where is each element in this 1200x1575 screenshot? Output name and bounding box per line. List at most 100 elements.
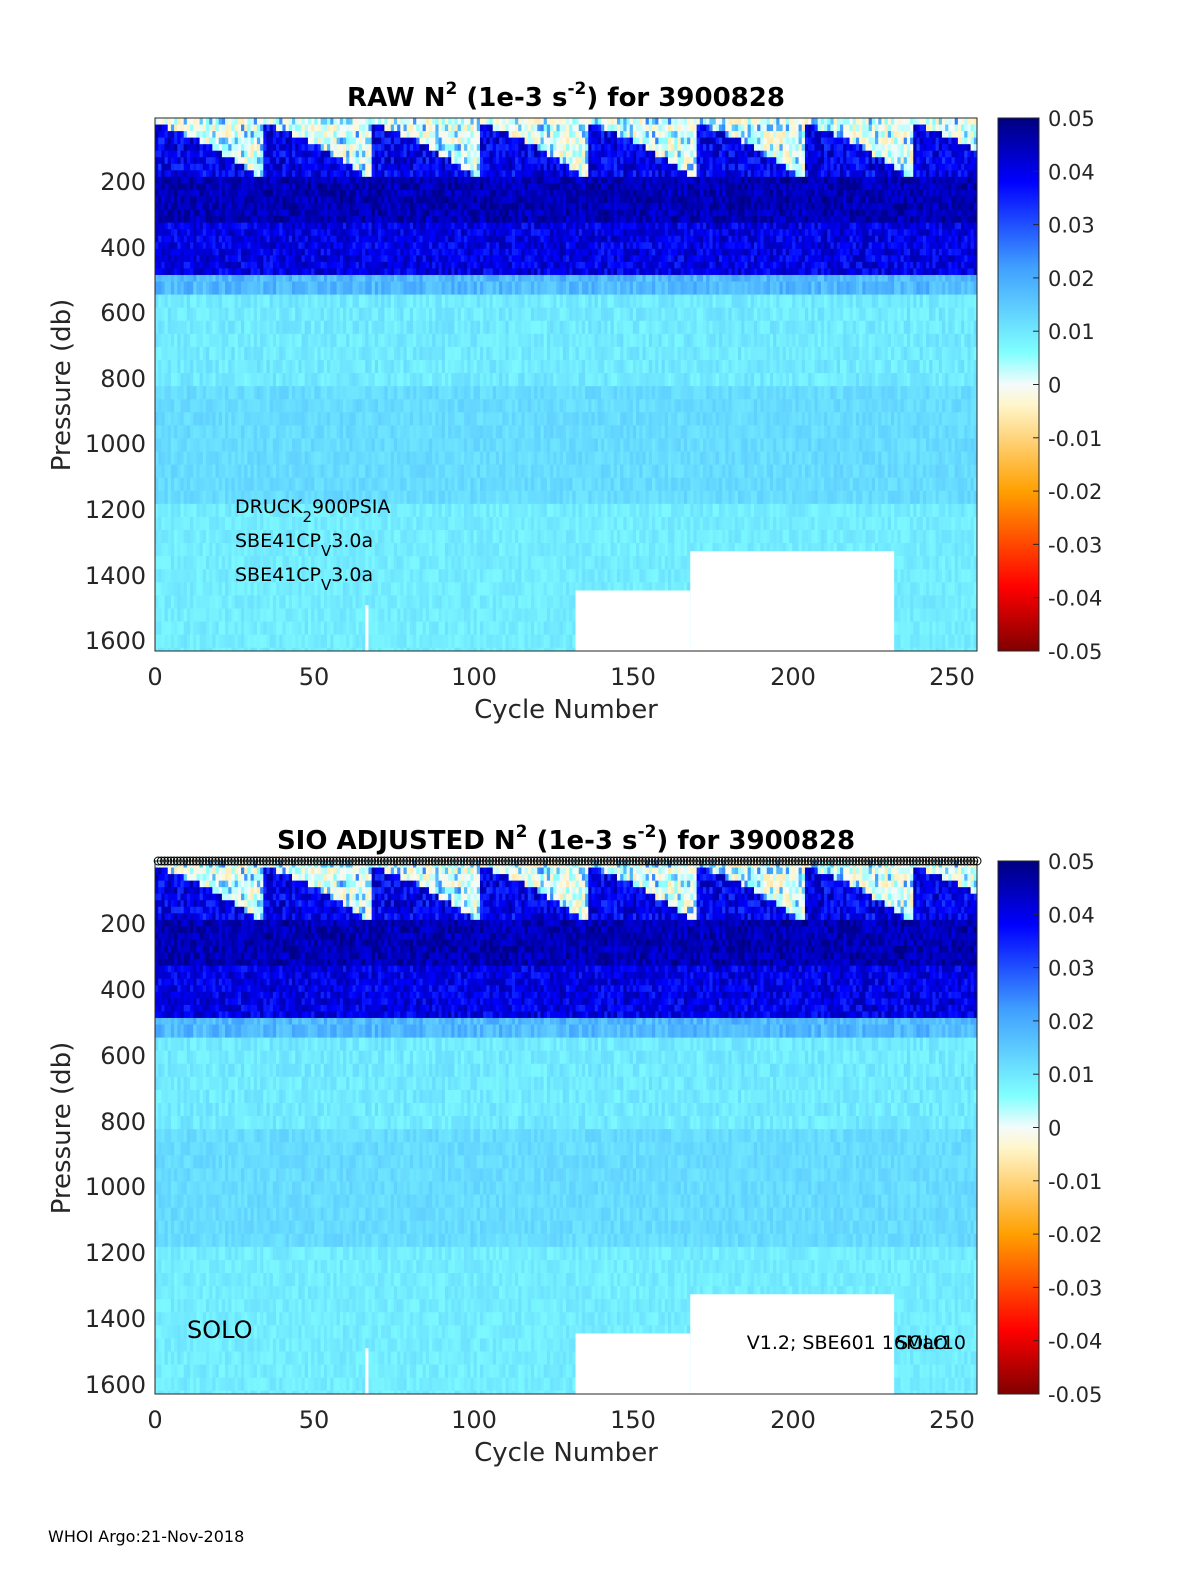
heatmap-cell xyxy=(225,131,229,138)
heatmap-cell xyxy=(168,295,172,309)
heatmap-cell xyxy=(209,517,213,531)
heatmap-cell xyxy=(333,216,337,223)
heatmap-cell xyxy=(177,138,181,145)
heatmap-cell xyxy=(305,170,309,177)
heatmap-cell xyxy=(407,177,411,184)
heatmap-cell xyxy=(174,412,178,426)
heatmap-cell xyxy=(419,478,423,492)
heatmap-cell xyxy=(289,249,293,256)
heatmap-cell xyxy=(225,622,229,636)
heatmap-cell xyxy=(305,216,309,223)
heatmap-cell xyxy=(282,223,286,230)
heatmap-cell xyxy=(219,268,223,275)
heatmap-cell xyxy=(279,608,283,622)
heatmap-cell xyxy=(340,177,344,184)
heatmap-cell xyxy=(419,295,423,309)
heatmap-cell xyxy=(346,373,350,387)
heatmap-cell xyxy=(353,203,357,210)
heatmap-cell xyxy=(231,268,235,275)
heatmap-cell xyxy=(426,262,430,269)
heatmap-cell xyxy=(317,622,321,636)
heatmap-cell xyxy=(270,151,274,158)
heatmap-cell xyxy=(413,347,417,361)
heatmap-cell xyxy=(286,438,290,452)
heatmap-cell xyxy=(171,530,175,544)
heatmap-cell xyxy=(155,582,159,596)
heatmap-cell xyxy=(311,308,315,322)
heatmap-cell xyxy=(209,595,213,609)
heatmap-cell xyxy=(400,465,404,479)
heatmap-cell xyxy=(321,183,325,190)
heatmap-cell xyxy=(353,308,357,322)
heatmap-cell xyxy=(365,282,369,296)
heatmap-cell xyxy=(333,465,337,479)
heatmap-cell xyxy=(400,530,404,544)
heatmap-cell xyxy=(286,255,290,262)
heatmap-cell xyxy=(429,190,433,197)
heatmap-cell xyxy=(257,177,261,184)
heatmap-cell xyxy=(247,262,251,269)
heatmap-cell xyxy=(257,517,261,531)
heatmap-cell xyxy=(187,223,191,230)
heatmap-cell xyxy=(432,595,436,609)
heatmap-cell xyxy=(193,608,197,622)
heatmap-cell xyxy=(311,360,315,374)
heatmap-cell xyxy=(273,183,277,190)
heatmap-cell xyxy=(161,262,165,269)
heatmap-cell xyxy=(155,203,159,210)
heatmap-cell xyxy=(222,262,226,269)
heatmap-cell xyxy=(219,255,223,262)
heatmap-cell xyxy=(282,118,286,125)
heatmap-cell xyxy=(190,151,194,158)
heatmap-cell xyxy=(340,170,344,177)
heatmap-cell xyxy=(247,321,251,335)
heatmap-cell xyxy=(267,373,271,387)
heatmap-cell xyxy=(206,275,210,282)
heatmap-cell xyxy=(314,622,318,636)
heatmap-cell xyxy=(158,183,162,190)
heatmap-cell xyxy=(321,412,325,426)
heatmap-cell xyxy=(273,360,277,374)
heatmap-cell xyxy=(241,223,245,230)
heatmap-cell xyxy=(241,347,245,361)
heatmap-cell xyxy=(346,249,350,256)
heatmap-cell xyxy=(235,399,239,413)
heatmap-cell xyxy=(432,635,436,649)
heatmap-cell xyxy=(196,347,200,361)
heatmap-cell xyxy=(356,334,360,348)
heatmap-cell xyxy=(203,360,207,374)
heatmap-cell xyxy=(317,517,321,531)
heatmap-cell xyxy=(196,438,200,452)
heatmap-cell xyxy=(404,203,408,210)
heatmap-cell xyxy=(423,556,427,570)
heatmap-cell xyxy=(302,347,306,361)
heatmap-cell xyxy=(302,452,306,466)
heatmap-cell xyxy=(222,425,226,439)
heatmap-cell xyxy=(400,151,404,158)
heatmap-cell xyxy=(423,282,427,296)
heatmap-cell xyxy=(333,635,337,649)
heatmap-cell xyxy=(209,268,213,275)
heatmap-cell xyxy=(254,425,258,439)
heatmap-cell xyxy=(158,170,162,177)
heatmap-cell xyxy=(295,157,299,164)
heatmap-cell xyxy=(349,452,353,466)
heatmap-cell xyxy=(330,282,334,296)
heatmap-cell xyxy=(158,236,162,243)
heatmap-cell xyxy=(426,203,430,210)
heatmap-cell xyxy=(378,360,382,374)
heatmap-cell xyxy=(419,452,423,466)
heatmap-cell xyxy=(251,268,255,275)
heatmap-cell xyxy=(282,412,286,426)
heatmap-cell xyxy=(337,373,341,387)
heatmap-cell xyxy=(356,125,360,132)
heatmap-cell xyxy=(222,236,226,243)
heatmap-cell xyxy=(158,177,162,184)
heatmap-cell xyxy=(267,170,271,177)
heatmap-cell xyxy=(228,170,232,177)
heatmap-cell xyxy=(439,556,443,570)
heatmap-cell xyxy=(391,177,395,184)
heatmap-cell xyxy=(203,183,207,190)
heatmap-cell xyxy=(317,203,321,210)
heatmap-cell xyxy=(359,412,363,426)
